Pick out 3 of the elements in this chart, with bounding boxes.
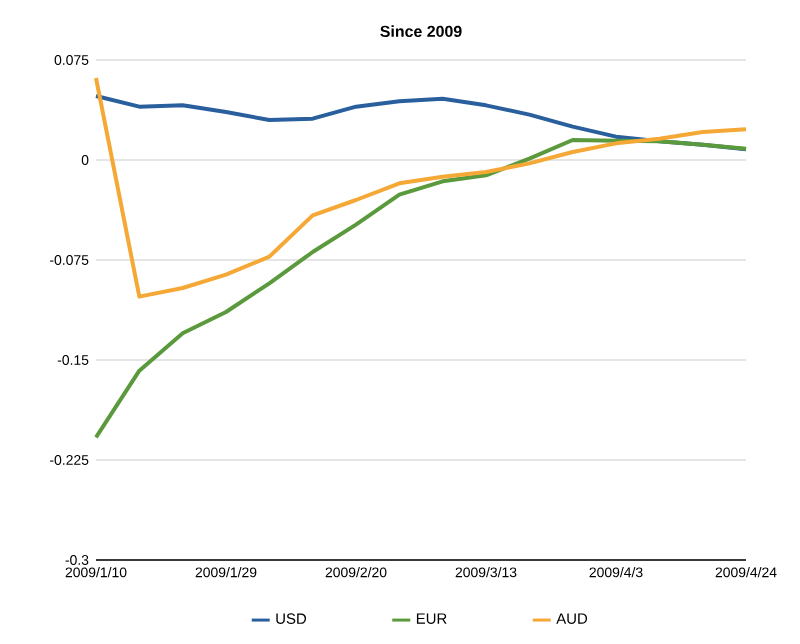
line-series [94,138,749,440]
line-series [94,94,749,152]
line-series [94,76,749,299]
